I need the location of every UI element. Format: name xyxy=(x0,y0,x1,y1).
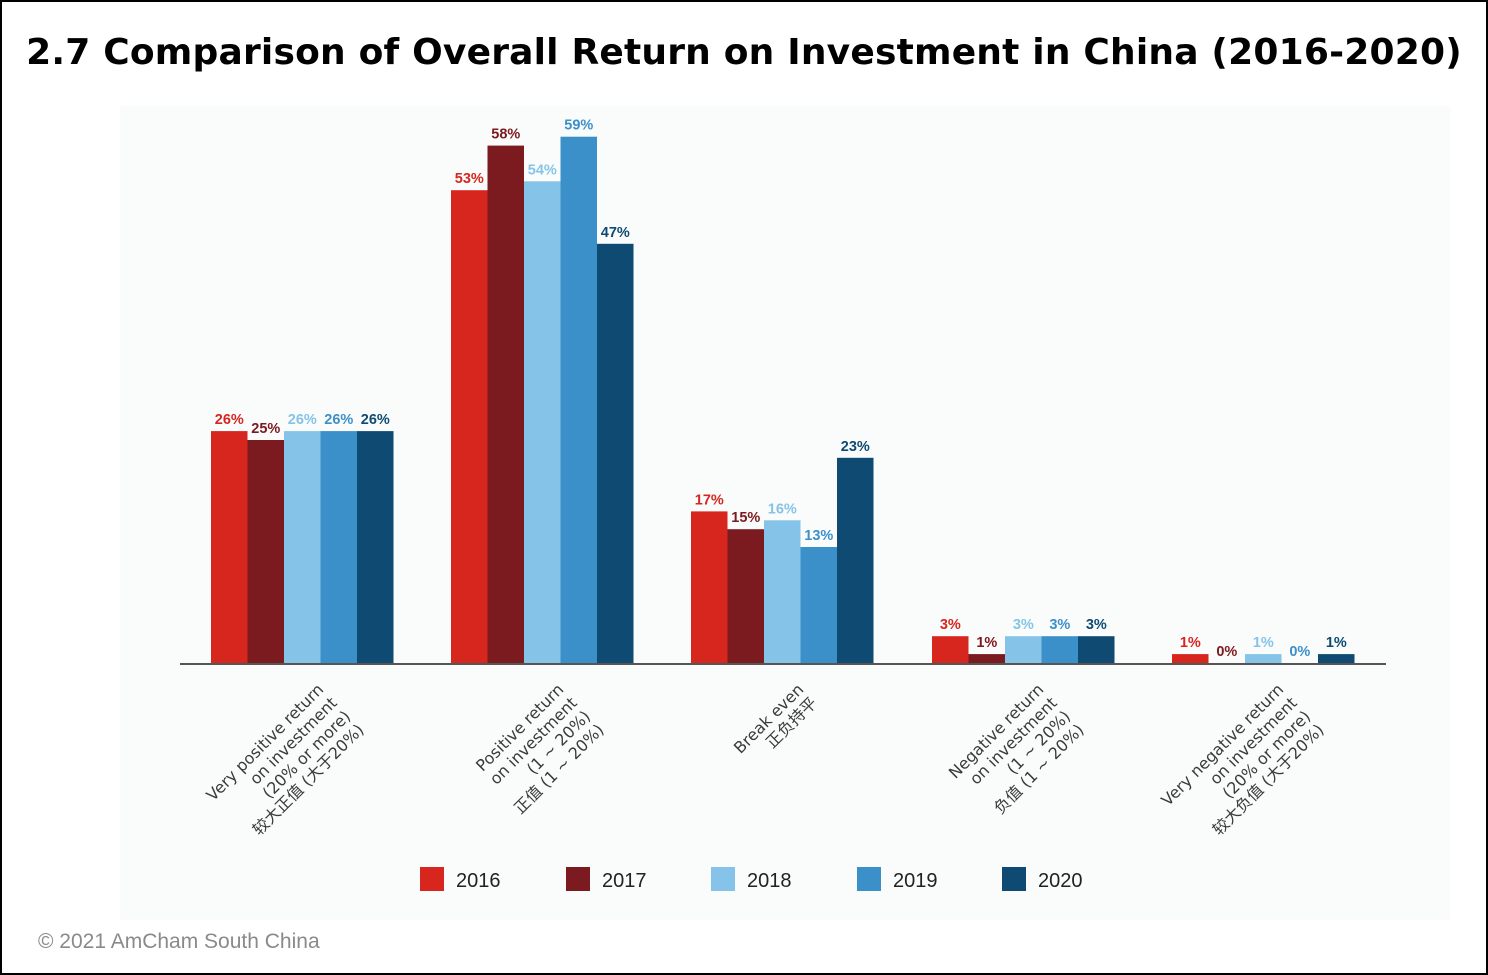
data-label-2019-cat1: 26% xyxy=(324,412,353,428)
data-label-2016-cat4: 3% xyxy=(940,617,961,633)
data-label-2017-cat3: 15% xyxy=(731,510,760,526)
bar-2017-cat4 xyxy=(968,654,1005,663)
data-label-2019-cat3: 13% xyxy=(804,528,833,544)
bar-2020-cat1 xyxy=(357,431,394,663)
bar-2018-cat3 xyxy=(764,520,801,663)
legend-swatch-2018 xyxy=(711,867,735,891)
bar-2020-cat5 xyxy=(1318,654,1355,663)
data-label-2019-cat2: 59% xyxy=(564,118,593,134)
bar-2016-cat2 xyxy=(451,190,488,663)
bar-chart: 26% 53% 17% 3% 1% 25% 58% 15% 1% 0% 26% 54% 16% 3% 1% 2… xyxy=(180,118,1386,892)
bar-2018-cat4 xyxy=(1005,636,1042,663)
bar-2016-cat1 xyxy=(211,431,248,663)
legend-label-2020: 2020 xyxy=(1038,870,1083,892)
data-label-2017-cat1: 25% xyxy=(251,421,280,437)
copyright-text: © 2021 AmCham South China xyxy=(38,930,320,953)
bar-2019-cat1 xyxy=(320,431,357,663)
data-label-2016-cat3: 17% xyxy=(695,492,724,508)
bar-2019-cat4 xyxy=(1041,636,1078,663)
bar-2020-cat3 xyxy=(837,457,874,663)
bar-2018-cat2 xyxy=(524,181,561,664)
bar-2016-cat4 xyxy=(932,636,969,663)
bar-2016-cat5 xyxy=(1172,654,1209,663)
bar-2017-cat2 xyxy=(487,145,524,664)
bar-2018-cat1 xyxy=(284,431,321,663)
bar-2019-cat3 xyxy=(800,547,837,663)
legend-label-2019: 2019 xyxy=(893,870,938,892)
chart-title: 2.7 Comparison of Overall Return on Inve… xyxy=(26,32,1462,73)
data-label-2019-cat5: 0% xyxy=(1289,644,1310,660)
data-label-2020-cat3: 23% xyxy=(841,439,870,455)
legend-swatch-2017 xyxy=(566,867,590,891)
data-label-2020-cat1: 26% xyxy=(361,412,390,428)
data-label-2017-cat5: 0% xyxy=(1216,644,1237,660)
data-label-2016-cat1: 26% xyxy=(215,412,244,428)
legend-label-2018: 2018 xyxy=(747,870,792,892)
chart-panel: 26% 53% 17% 3% 1% 25% 58% 15% 1% 0% 26% 54% 16% 3% 1% 2… xyxy=(120,106,1450,920)
legend-swatch-2016 xyxy=(420,867,444,891)
data-label-2018-cat1: 26% xyxy=(288,412,317,428)
data-label-2020-cat2: 47% xyxy=(601,225,630,241)
data-label-2020-cat4: 3% xyxy=(1086,617,1107,633)
data-label-2019-cat4: 3% xyxy=(1049,617,1070,633)
bar-2016-cat3 xyxy=(691,511,728,663)
legend-label-2016: 2016 xyxy=(456,870,501,892)
data-label-2016-cat5: 1% xyxy=(1180,635,1201,651)
data-label-2018-cat5: 1% xyxy=(1253,635,1274,651)
data-label-2018-cat4: 3% xyxy=(1013,617,1034,633)
bar-2020-cat4 xyxy=(1078,636,1115,663)
bar-2020-cat2 xyxy=(597,243,634,664)
data-label-2017-cat4: 1% xyxy=(976,635,997,651)
legend-swatch-2020 xyxy=(1002,867,1026,891)
bar-2019-cat2 xyxy=(560,136,597,663)
data-label-2017-cat2: 58% xyxy=(491,127,520,143)
bar-2017-cat1 xyxy=(247,440,284,663)
data-label-2020-cat5: 1% xyxy=(1326,635,1347,651)
data-label-2018-cat3: 16% xyxy=(768,501,797,517)
data-label-2018-cat2: 54% xyxy=(528,162,557,178)
bar-2017-cat3 xyxy=(727,529,764,663)
legend-swatch-2019 xyxy=(857,867,881,891)
bar-2018-cat5 xyxy=(1245,654,1282,663)
data-label-2016-cat2: 53% xyxy=(455,171,484,187)
legend-label-2017: 2017 xyxy=(602,870,647,892)
